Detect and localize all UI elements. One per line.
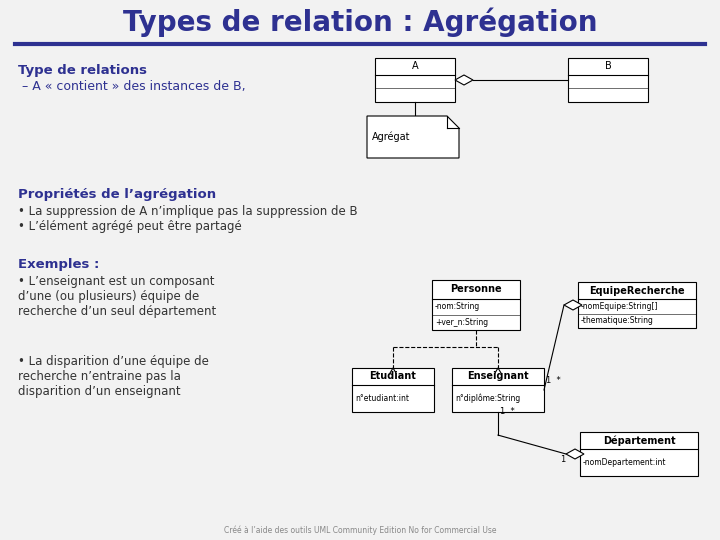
Text: n°etudiant:int: n°etudiant:int — [355, 394, 409, 403]
Text: +ver_n:String: +ver_n:String — [435, 318, 488, 327]
Polygon shape — [367, 116, 459, 158]
Bar — [580, 432, 698, 476]
Text: Agrégat: Agrégat — [372, 132, 410, 142]
Text: 1  *: 1 * — [546, 376, 561, 385]
Text: Personne: Personne — [450, 285, 502, 294]
Text: Propriétés de l’agrégation: Propriétés de l’agrégation — [18, 188, 216, 201]
Text: -nom:String: -nom:String — [435, 302, 480, 311]
Text: Types de relation : Agrégation: Types de relation : Agrégation — [122, 7, 598, 37]
Polygon shape — [566, 449, 584, 459]
Text: disparition d’un enseignant: disparition d’un enseignant — [18, 385, 181, 398]
Polygon shape — [455, 75, 473, 85]
Text: Enseignant: Enseignant — [467, 372, 528, 381]
Bar — [352, 368, 434, 412]
Text: 1: 1 — [560, 455, 565, 464]
Text: • La suppression de A n’implique pas la suppression de B: • La suppression de A n’implique pas la … — [18, 205, 358, 218]
Text: Type de relations: Type de relations — [18, 64, 147, 77]
Text: • L’enseignant est un composant: • L’enseignant est un composant — [18, 275, 215, 288]
Text: Etudiant: Etudiant — [369, 372, 416, 381]
Text: Exemples :: Exemples : — [18, 258, 99, 271]
Text: Département: Département — [603, 435, 675, 445]
Bar — [432, 280, 520, 330]
Text: – A « contient » des instances de B,: – A « contient » des instances de B, — [18, 80, 246, 93]
Bar — [578, 282, 696, 328]
Bar — [452, 368, 544, 412]
Text: Créé à l’aide des outils UML Community Edition No for Commercial Use: Créé à l’aide des outils UML Community E… — [224, 525, 496, 535]
Text: n°diplôme:String: n°diplôme:String — [455, 394, 521, 403]
Polygon shape — [564, 300, 582, 310]
Text: B: B — [605, 62, 611, 71]
Bar — [568, 58, 648, 102]
Text: recherche n’entraine pas la: recherche n’entraine pas la — [18, 370, 181, 383]
Bar — [375, 58, 455, 102]
Text: -nomDepartement:int: -nomDepartement:int — [583, 458, 667, 467]
Text: EquipeRecherche: EquipeRecherche — [589, 286, 685, 296]
Text: 1  *: 1 * — [500, 407, 515, 416]
Text: -thematique:String: -thematique:String — [581, 316, 654, 326]
Text: A: A — [412, 62, 418, 71]
Text: -nomEquipe:String[]: -nomEquipe:String[] — [581, 302, 659, 311]
Text: • L’élément agrégé peut être partagé: • L’élément agrégé peut être partagé — [18, 220, 242, 233]
Text: • La disparition d’une équipe de: • La disparition d’une équipe de — [18, 355, 209, 368]
Text: d’une (ou plusieurs) équipe de: d’une (ou plusieurs) équipe de — [18, 290, 199, 303]
Text: recherche d’un seul département: recherche d’un seul département — [18, 305, 216, 318]
